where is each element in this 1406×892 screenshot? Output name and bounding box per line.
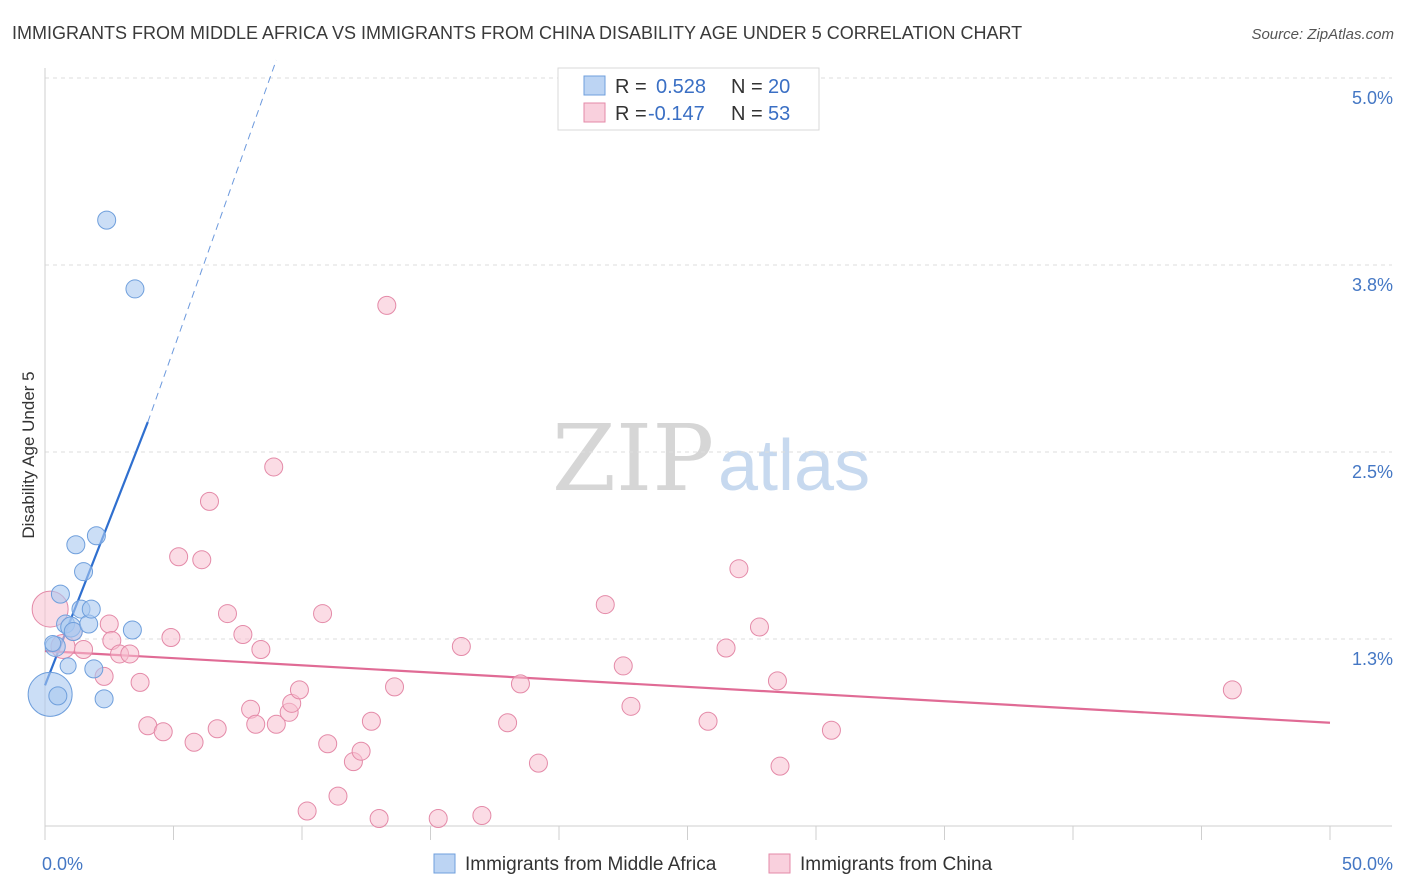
- chart-source: Source: ZipAtlas.com: [1251, 26, 1394, 43]
- data-point-china: [821, 720, 841, 740]
- y-tick-label: 5.0%: [1352, 88, 1393, 108]
- data-point-china: [233, 625, 253, 645]
- legend-pink-n-label: N =: [731, 103, 763, 125]
- data-point-china: [153, 722, 173, 742]
- data-point-middle-africa: [125, 279, 145, 299]
- y-tick-label: 3.8%: [1352, 275, 1393, 295]
- data-point-china: [251, 639, 271, 659]
- data-point-china: [246, 714, 266, 734]
- legend-blue-r-value: 0.528: [656, 76, 706, 98]
- data-point-middle-africa: [50, 584, 70, 604]
- data-point-china: [184, 732, 204, 752]
- data-point-china: [613, 656, 633, 676]
- bottom-legend-swatch-blue: [433, 853, 456, 874]
- data-point-china: [472, 806, 492, 826]
- watermark: ZIP atlas: [552, 405, 870, 512]
- x-tick-label-end: 50.0%: [1342, 854, 1393, 874]
- trend-lines: [43, 59, 1331, 724]
- data-point-middle-africa: [86, 526, 106, 546]
- data-point-middle-africa: [81, 599, 101, 619]
- data-point-middle-africa: [122, 620, 142, 640]
- data-point-china: [385, 677, 405, 697]
- data-point-china: [361, 711, 381, 731]
- data-point-china: [698, 711, 718, 731]
- data-point-china: [351, 741, 371, 761]
- data-point-china: [451, 636, 471, 656]
- y-tick-label: 2.5%: [1352, 462, 1393, 482]
- data-point-china: [1222, 680, 1242, 700]
- data-point-china: [498, 713, 518, 733]
- data-point-china: [328, 786, 348, 806]
- data-point-china: [318, 734, 338, 754]
- data-point-middle-africa: [94, 689, 114, 709]
- grid: [45, 77, 1392, 640]
- data-point-middle-africa: [74, 562, 94, 582]
- data-point-china: [428, 809, 448, 829]
- data-point-china: [369, 809, 389, 829]
- data-point-china: [120, 644, 140, 664]
- legend-blue-n-value: 20: [768, 76, 790, 98]
- series-middle-africa-points: [27, 210, 145, 717]
- data-point-china: [377, 295, 397, 315]
- watermark-atlas: atlas: [718, 426, 870, 506]
- bottom-legend-label-blue: Immigrants from Middle Africa: [465, 854, 717, 875]
- data-point-china: [729, 559, 749, 579]
- data-point-middle-africa: [59, 657, 77, 675]
- data-point-china: [510, 674, 530, 694]
- y-tick-labels: 1.3% 2.5% 3.8% 5.0%: [1352, 88, 1393, 669]
- y-tick-label: 1.3%: [1352, 649, 1393, 669]
- data-point-china: [313, 604, 333, 624]
- data-point-middle-africa: [66, 535, 86, 555]
- legend-swatch-blue: [583, 75, 606, 96]
- data-point-china: [770, 756, 790, 776]
- legend-pink-r-label: R =: [615, 103, 647, 125]
- data-point-china: [767, 671, 787, 691]
- data-point-china: [74, 639, 94, 659]
- data-point-china: [207, 719, 227, 739]
- data-point-middle-africa: [44, 634, 62, 652]
- chart-title: IMMIGRANTS FROM MIDDLE AFRICA VS IMMIGRA…: [12, 23, 1022, 43]
- data-point-china: [169, 547, 189, 567]
- data-point-middle-africa: [84, 659, 104, 679]
- series-china-points: [31, 295, 1242, 829]
- legend-blue-n-label: N =: [731, 76, 763, 98]
- data-point-china: [749, 617, 769, 637]
- data-point-china: [266, 714, 286, 734]
- y-axis-label: Disability Age Under 5: [19, 371, 38, 538]
- legend-pink-r-value: -0.147: [648, 103, 705, 125]
- legend-blue-r-label: R =: [615, 76, 647, 98]
- data-point-middle-africa: [48, 686, 68, 706]
- bottom-legend-label-pink: Immigrants from China: [800, 854, 993, 875]
- trend-line-middle-africa-extension: [147, 59, 277, 423]
- trend-line-china: [44, 649, 1331, 724]
- data-point-china: [130, 672, 150, 692]
- data-point-china: [161, 628, 181, 648]
- watermark-zip: ZIP: [552, 405, 714, 512]
- x-tick-label-start: 0.0%: [42, 854, 83, 874]
- data-point-china: [297, 801, 317, 821]
- data-point-china: [716, 638, 736, 658]
- x-tick-labels: 0.0% 50.0%: [42, 854, 1393, 874]
- data-point-china: [595, 595, 615, 615]
- legend: R = 0.528 N = 20 R = -0.147 N = 53: [557, 67, 820, 131]
- data-point-china: [99, 614, 119, 634]
- legend-swatch-pink: [583, 102, 606, 123]
- data-point-china: [264, 457, 284, 477]
- bottom-legend-swatch-pink: [768, 853, 791, 874]
- data-point-china: [528, 753, 548, 773]
- bottom-legend: Immigrants from Middle Africa Immigrants…: [433, 853, 993, 875]
- legend-pink-n-value: 53: [768, 103, 790, 125]
- data-point-china: [289, 680, 309, 700]
- data-point-middle-africa: [97, 210, 117, 230]
- data-point-china: [192, 550, 212, 570]
- data-point-middle-africa: [63, 622, 83, 642]
- data-point-china: [621, 696, 641, 716]
- data-point-china: [199, 491, 219, 511]
- data-point-china: [217, 604, 237, 624]
